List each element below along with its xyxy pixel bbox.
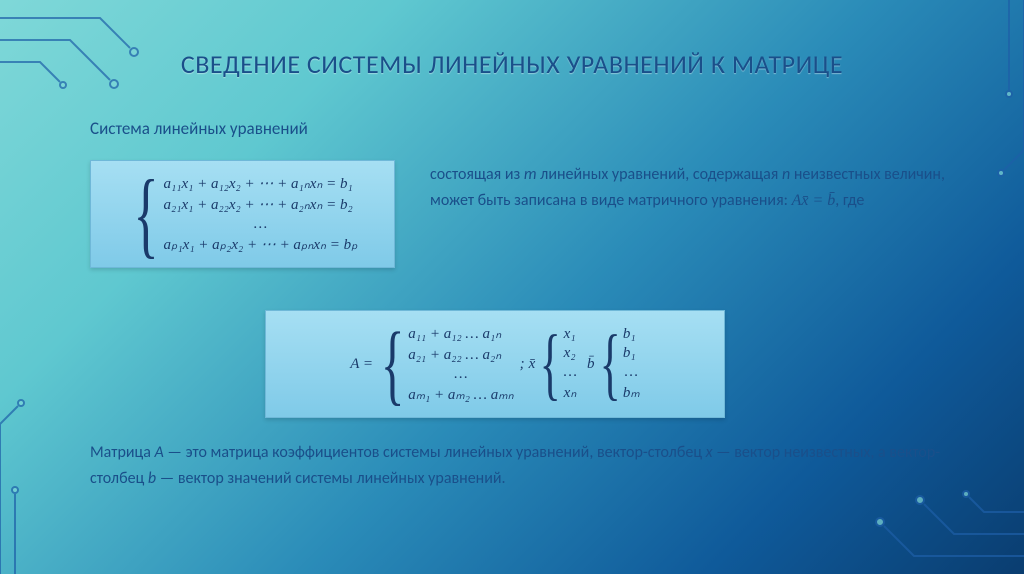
sep: ; (520, 356, 525, 373)
p1-eq: Ax̄ = b̄ (792, 192, 836, 209)
b-row-2: b₁ (623, 345, 640, 362)
left-brace-icon: { (134, 173, 159, 255)
x-row-4: xₙ (564, 383, 577, 402)
p1-part-d: , где (835, 191, 864, 210)
p2-part-b: — это матрица коэффициентов системы лине… (164, 443, 706, 462)
A-brace-icon: { (381, 324, 405, 405)
b-label: b̄ (587, 356, 595, 373)
x-row-1: x₁ (564, 326, 577, 343)
system-row-4: aₚ₁x₁ + aₚ₂x₂ + ⋯ + aₚₙxₙ = bₚ (164, 235, 358, 254)
p1-part-b: линейных уравнений, содержащая (537, 165, 782, 184)
p2-part-a: Матрица (90, 443, 155, 462)
system-row-3: … (164, 216, 358, 233)
system-row-1: a₁₁x₁ + a₁₂x₂ + ⋯ + a₁ₙxₙ = b₁ (164, 174, 358, 193)
b-row-1: b₁ (623, 326, 640, 343)
x-label: x̄ (529, 356, 536, 373)
p1-n: n (782, 165, 790, 184)
slide-title: СВЕДЕНИЕ СИСТЕМЫ ЛИНЕЙНЫХ УРАВНЕНИЙ К МА… (0, 48, 1024, 80)
p2-A: A (155, 443, 164, 462)
circuit-decoration-top-right (984, 0, 1024, 200)
circuit-decoration-bottom-left (0, 374, 40, 574)
A-row-1: a₁₁ + a₁₂ … a₁ₙ (408, 324, 513, 343)
paragraph-1: состоящая из m линейных уравнений, содер… (430, 162, 950, 213)
slide: СВЕДЕНИЕ СИСТЕМЫ ЛИНЕЙНЫХ УРАВНЕНИЙ К МА… (0, 0, 1024, 574)
p1-m: m (524, 165, 537, 184)
p2-bv: b (148, 469, 156, 488)
A-row-4: aₘ₁ + aₘ₂ … aₘₙ (408, 385, 513, 404)
x-brace-icon: { (540, 326, 561, 402)
x-row-3: … (564, 364, 577, 381)
paragraph-2: Матрица A — это матрица коэффициентов си… (90, 440, 950, 491)
p2-x: x (706, 443, 713, 462)
b-row-3: … (623, 364, 640, 381)
b-row-4: bₘ (623, 383, 640, 402)
subtitle: Система линейных уравнений (90, 118, 308, 139)
x-row-2: x₂ (564, 345, 577, 362)
A-row-2: a₂₁ + a₂₂ … a₂ₙ (408, 345, 513, 364)
p2-part-d: — вектор значений системы линейных уравн… (156, 469, 505, 488)
system-row-2: a₂₁x₁ + a₂₂x₂ + ⋯ + a₂ₙxₙ = b₂ (164, 195, 358, 214)
A-row-3: … (408, 366, 513, 383)
b-brace-icon: { (599, 326, 620, 402)
p1-part-a: состоящая из (430, 165, 524, 184)
A-label: A = (350, 356, 373, 373)
system-equations-box: { a₁₁x₁ + a₁₂x₂ + ⋯ + a₁ₙxₙ = b₁ a₂₁x₁ +… (90, 160, 395, 268)
matrix-definition-box: A = { a₁₁ + a₁₂ … a₁ₙ a₂₁ + a₂₂ … a₂ₙ … … (265, 310, 725, 418)
